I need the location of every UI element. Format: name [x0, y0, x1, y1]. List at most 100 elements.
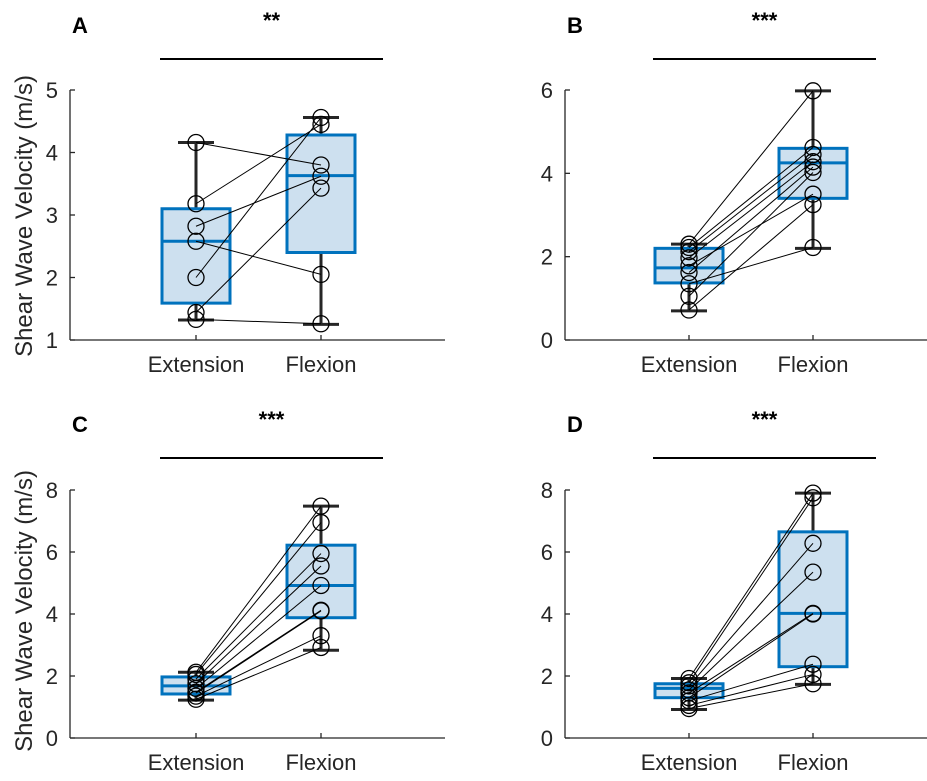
- pair-line: [688, 613, 814, 699]
- panel-d: D *** 0 2 4 6 8 Extension Flexion: [541, 407, 927, 775]
- data-point-flexion: [804, 163, 822, 182]
- pair-line: [688, 147, 814, 248]
- data-point-flexion: [804, 158, 822, 176]
- panel-letter: C: [72, 412, 88, 437]
- data-point-extension: [187, 268, 205, 287]
- data-point-flexion: [312, 544, 330, 563]
- data-point-flexion: [312, 557, 330, 575]
- x-tick-label: Flexion: [778, 750, 849, 775]
- pair-line: [195, 505, 322, 673]
- pair-line: [195, 142, 322, 166]
- data-point-flexion: [804, 185, 822, 203]
- data-point-extension: [187, 310, 205, 329]
- pair-line: [688, 166, 814, 273]
- pair-line: [688, 204, 814, 311]
- data-point-extension: [680, 263, 698, 282]
- x-tick-label: Flexion: [286, 750, 357, 775]
- data-point-flexion: [804, 655, 822, 673]
- x-tick-label: Flexion: [778, 352, 849, 377]
- data-point-flexion: [312, 627, 330, 645]
- data-point-extension: [680, 699, 698, 718]
- pair-line: [688, 542, 814, 687]
- data-point-extension: [187, 683, 205, 701]
- data-point-flexion: [804, 484, 822, 502]
- panel-b: B *** 0 2 4 6 Extension Flexion: [541, 8, 927, 377]
- data-point-extension: [680, 249, 698, 267]
- data-point-flexion: [312, 601, 330, 619]
- data-point-extension: [187, 232, 205, 250]
- pair-line: [195, 635, 322, 697]
- y-tick-label: 4: [541, 161, 553, 186]
- box-flexion: [285, 543, 357, 620]
- data-point-flexion: [312, 156, 330, 174]
- y-tick-label: 4: [46, 141, 58, 166]
- data-point-flexion: [804, 675, 822, 693]
- data-point-extension: [680, 235, 698, 253]
- data-point-extension: [187, 679, 205, 698]
- pair-line: [195, 123, 322, 205]
- data-point-flexion: [312, 576, 330, 595]
- data-point-extension: [187, 303, 205, 322]
- data-point-extension: [680, 257, 698, 275]
- y-tick-label: 6: [46, 540, 58, 565]
- data-point-flexion: [804, 605, 822, 623]
- pair-line: [195, 553, 322, 680]
- x-tick-label: Extension: [641, 750, 738, 775]
- y-tick-label: 2: [46, 266, 58, 291]
- data-point-extension: [187, 690, 205, 708]
- panel-letter: B: [567, 13, 583, 38]
- pair-line: [688, 154, 814, 253]
- pair-line: [195, 318, 322, 325]
- data-point-flexion: [804, 238, 822, 257]
- pair-line: [195, 175, 322, 227]
- y-tick-label: 2: [541, 245, 553, 270]
- y-tick-label: 5: [46, 78, 58, 103]
- box-extension: [160, 207, 232, 305]
- data-point-flexion: [312, 638, 330, 657]
- pair-line: [688, 663, 814, 702]
- panel-c: C *** 0 2 4 6 8 Extension Flexion: [46, 407, 445, 775]
- data-point-extension: [680, 301, 698, 319]
- box-flexion: [777, 146, 849, 200]
- data-point-flexion: [804, 153, 822, 171]
- data-point-extension: [187, 665, 205, 684]
- y-tick-label: 2: [46, 664, 58, 689]
- y-tick-label: 8: [46, 478, 58, 503]
- data-point-flexion: [312, 108, 330, 127]
- data-point-flexion: [804, 82, 822, 100]
- pair-line: [195, 240, 322, 275]
- data-point-flexion: [804, 489, 822, 507]
- pair-line: [195, 117, 322, 278]
- x-tick-label: Extension: [148, 750, 245, 775]
- box-flexion: [285, 133, 357, 254]
- pair-line: [688, 683, 814, 710]
- x-tick-label: Extension: [641, 352, 738, 377]
- y-tick-label: 0: [541, 726, 553, 751]
- pair-line: [688, 90, 814, 245]
- data-point-flexion: [804, 195, 822, 214]
- data-point-extension: [680, 287, 698, 305]
- pair-line: [195, 609, 322, 693]
- data-point-extension: [680, 677, 698, 695]
- data-point-flexion: [804, 534, 822, 552]
- panel-letter: A: [72, 13, 88, 38]
- data-point-flexion: [804, 138, 822, 157]
- pair-line: [688, 247, 814, 285]
- pair-line: [688, 193, 814, 267]
- pair-line: [688, 492, 814, 679]
- pair-line: [195, 187, 322, 313]
- data-point-extension: [187, 133, 205, 152]
- panel-letter: D: [567, 412, 583, 437]
- pair-line: [688, 172, 814, 297]
- data-point-flexion: [312, 265, 330, 284]
- pair-line: [688, 571, 814, 691]
- significance-label: ***: [259, 407, 285, 432]
- significance-label: **: [263, 8, 281, 33]
- data-point-flexion: [804, 563, 822, 581]
- data-point-flexion: [312, 315, 330, 333]
- pair-line: [195, 610, 322, 694]
- pair-line: [688, 612, 814, 694]
- y-tick-label: 0: [46, 726, 58, 751]
- data-point-extension: [680, 238, 698, 257]
